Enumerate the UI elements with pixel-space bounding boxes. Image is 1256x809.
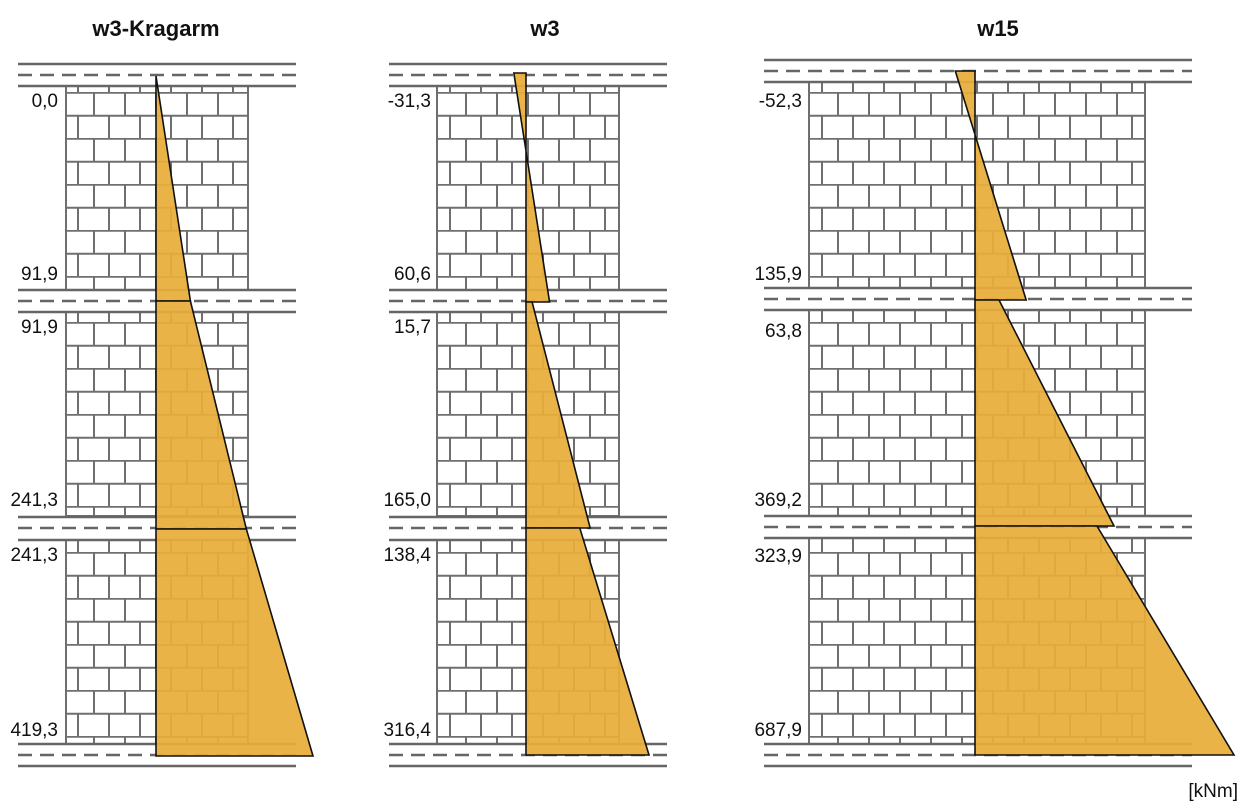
moment-value-label: -31,3: [388, 91, 431, 112]
wall-title: w3-Kragarm: [91, 16, 219, 41]
moment-value-label: 316,4: [383, 720, 431, 741]
moment-value-label: 15,7: [394, 317, 431, 338]
moment-area-storey-1: [954, 70, 1028, 301]
moment-area-storey-2: [974, 299, 1116, 527]
moment-area-storey-2: [525, 301, 592, 529]
moment-area-storey-3: [974, 525, 1236, 756]
moment-area-storey-1: [512, 72, 551, 303]
moment-value-label: 91,9: [21, 264, 58, 285]
moment-value-label: 165,0: [383, 490, 431, 511]
moment-value-label: 138,4: [383, 545, 431, 566]
moment-value-label: 241,3: [10, 490, 58, 511]
moment-values: -31,3 60,6 15,7 165,0 138,4 316,4: [383, 91, 431, 741]
moment-value-label: 419,3: [10, 720, 58, 741]
moment-values: 0,0 91,9 91,9 241,3 241,3 419,3: [10, 91, 58, 741]
floor-slab-lines: [389, 62, 667, 768]
wall-panel-w3: w3 -31,3 60,6 15,7: [383, 16, 667, 768]
moment-value-label: 241,3: [10, 545, 58, 566]
wall-panel-w15: w15 -52,3 135,9 63,8: [754, 16, 1236, 768]
wall-title: w15: [976, 16, 1019, 41]
moment-values: -52,3 135,9 63,8 369,2 323,9 687,9: [754, 91, 802, 741]
wall-title: w3: [529, 16, 559, 41]
moment-value-label: 60,6: [394, 264, 431, 285]
moment-value-label: 0,0: [32, 91, 58, 112]
moment-value-label: 369,2: [754, 490, 802, 511]
moment-value-label: -52,3: [759, 91, 802, 112]
moment-area-storey-3: [155, 528, 315, 757]
moment-value-label: 687,9: [754, 720, 802, 741]
wall-panel-w3-kragarm: w3-Kragarm 0,0 91,9 9: [10, 16, 315, 768]
moment-diagram: [954, 70, 1236, 756]
unit-label: [kNm]: [1188, 781, 1238, 802]
moment-value-label: 135,9: [754, 264, 802, 285]
moment-area-storey-3: [525, 527, 651, 756]
moment-diagram: [512, 72, 651, 756]
moment-diagram: [155, 75, 315, 757]
moment-value-label: 323,9: [754, 546, 802, 567]
moment-value-label: 63,8: [765, 321, 802, 342]
moment-value-label: 91,9: [21, 317, 58, 338]
